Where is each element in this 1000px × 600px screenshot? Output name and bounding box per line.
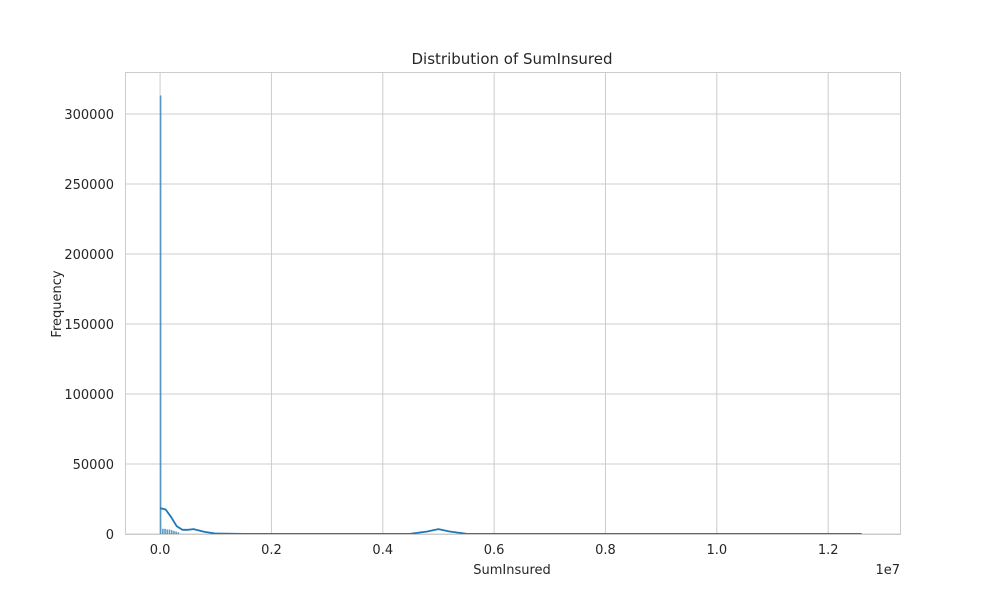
histogram-bar bbox=[177, 532, 180, 535]
y-tick-label: 100000 bbox=[64, 388, 114, 403]
histogram-bar bbox=[173, 530, 175, 535]
x-tick-labels: 0.0 0.2 0.4 0.6 0.8 1.0 1.2 bbox=[150, 543, 839, 558]
histogram-bar bbox=[168, 529, 171, 535]
y-tick-label: 0 bbox=[106, 528, 114, 543]
x-tick-label: 1.0 bbox=[706, 543, 727, 558]
y-tick-label: 50000 bbox=[73, 458, 114, 473]
y-tick-label: 200000 bbox=[64, 248, 114, 263]
plot-frame bbox=[125, 72, 901, 535]
histogram-bar bbox=[170, 530, 173, 535]
x-tick-label: 0.6 bbox=[484, 543, 505, 558]
y-tick-label: 300000 bbox=[64, 108, 114, 123]
histogram-bar bbox=[166, 529, 169, 535]
kde-line bbox=[159, 507, 862, 535]
kde-curve bbox=[159, 507, 862, 535]
histogram-bar bbox=[175, 531, 177, 535]
y-tick-label: 150000 bbox=[64, 318, 114, 333]
y-axis-label: Frequency bbox=[50, 270, 65, 337]
x-tick-label: 0.8 bbox=[595, 543, 616, 558]
x-tick-label: 0.0 bbox=[150, 543, 171, 558]
x-offset-text: 1e7 bbox=[875, 563, 900, 578]
x-tick-label: 0.2 bbox=[261, 543, 282, 558]
x-axis-label: SumInsured bbox=[473, 563, 551, 578]
x-tick-label: 0.4 bbox=[372, 543, 393, 558]
y-tick-labels: 0 50000 100000 150000 200000 250000 300000 bbox=[64, 108, 114, 543]
chart-title: Distribution of SumInsured bbox=[412, 50, 613, 68]
histogram-bar bbox=[159, 95, 162, 535]
x-tick-label: 1.2 bbox=[818, 543, 839, 558]
histogram-bar bbox=[162, 528, 164, 535]
grid bbox=[125, 72, 900, 535]
histogram-bars bbox=[159, 95, 180, 535]
histogram-bar bbox=[164, 528, 166, 535]
y-tick-label: 250000 bbox=[64, 178, 114, 193]
